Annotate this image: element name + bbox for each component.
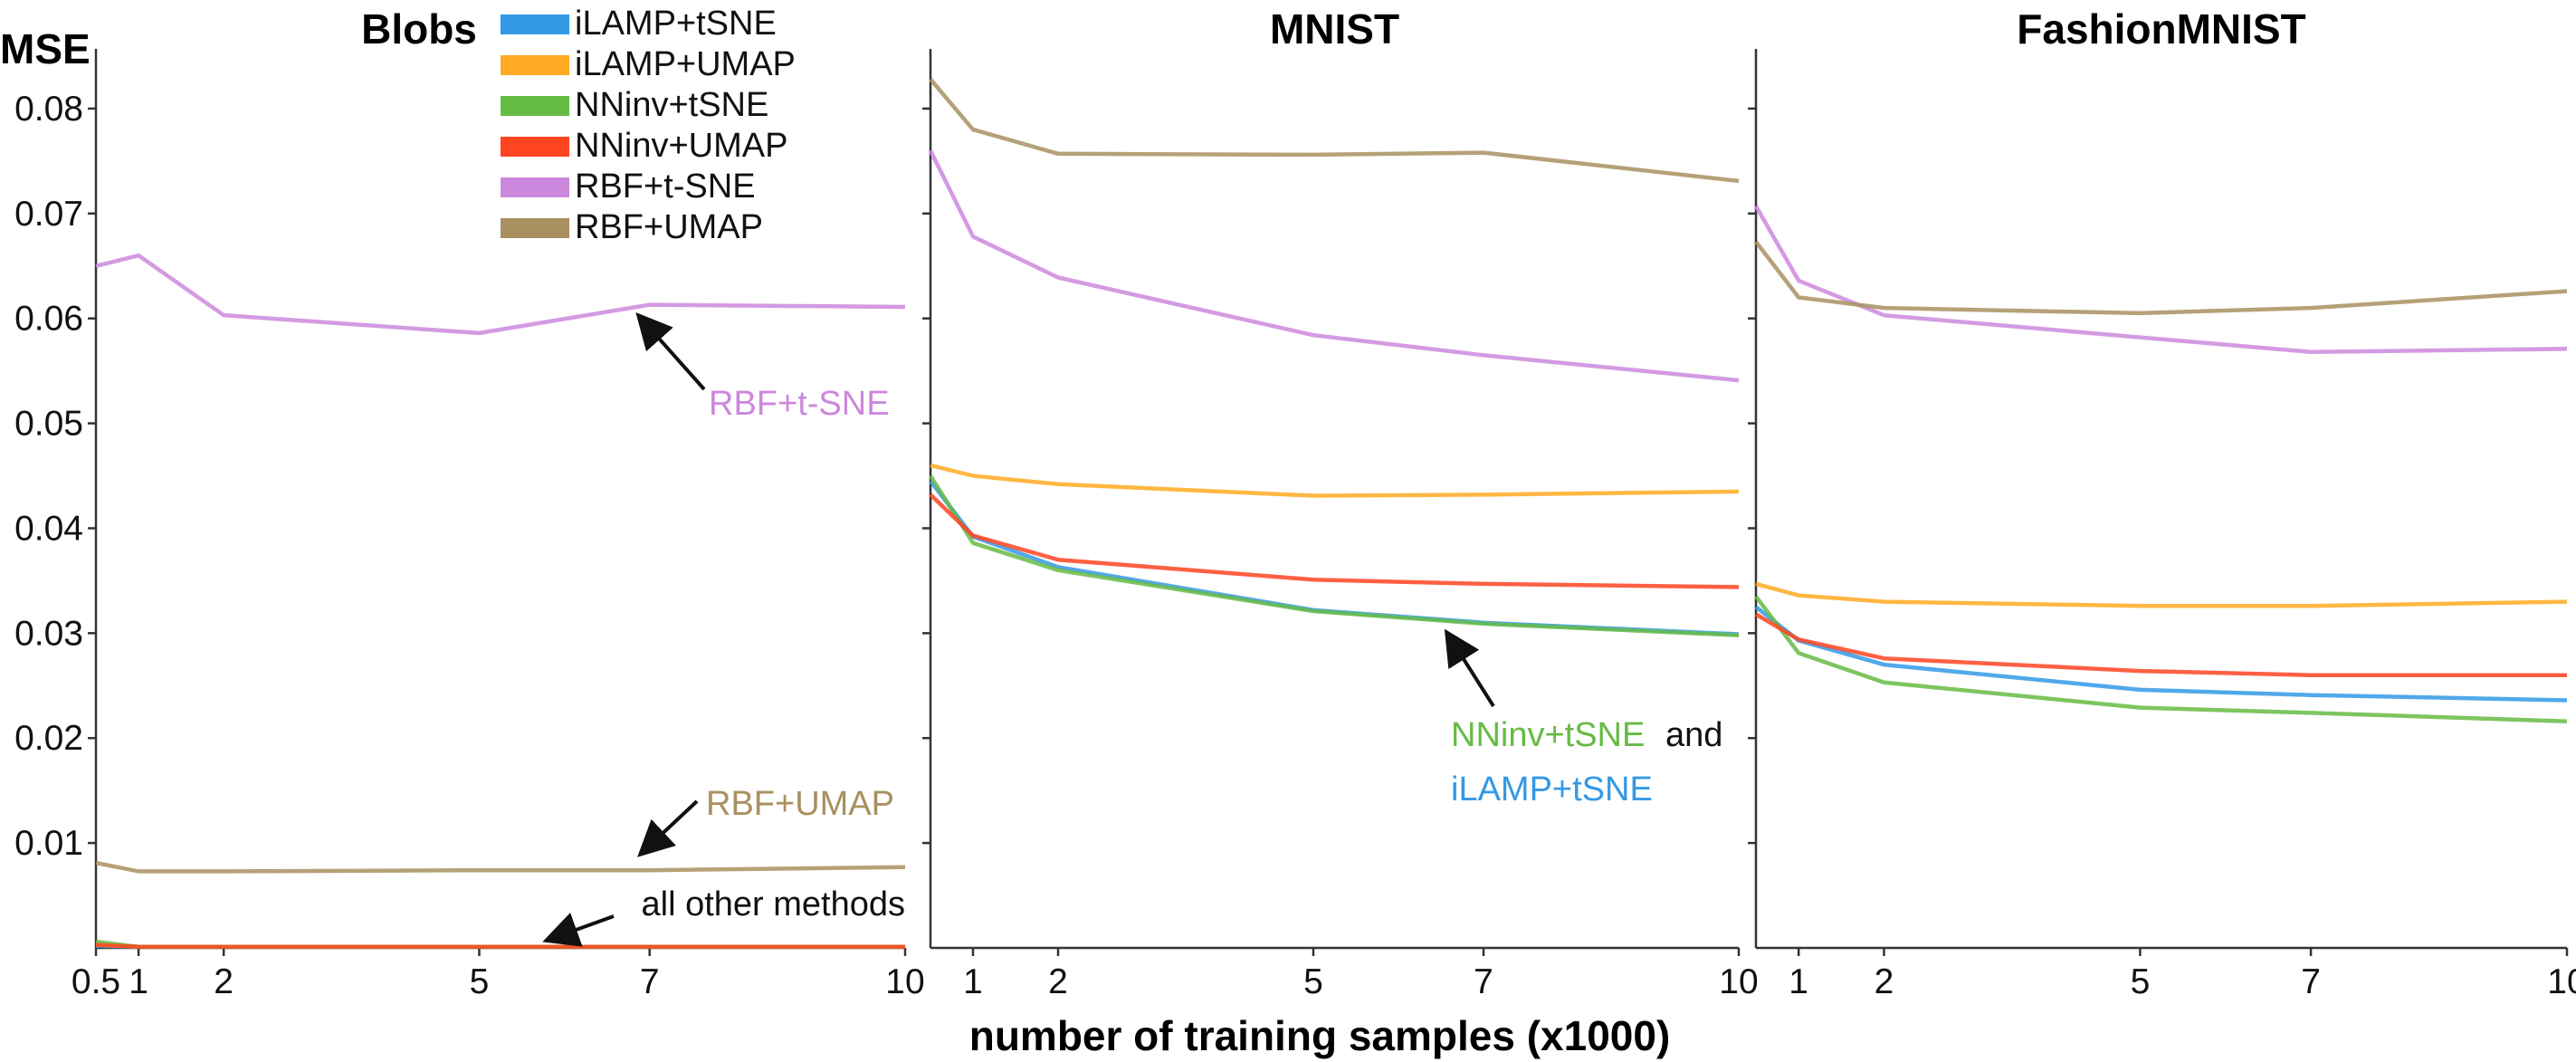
annotation-other-methods-label: all other methods (642, 885, 906, 923)
series-line-mnist-nninv-umap (929, 493, 1740, 589)
legend-label-rbf-umap: RBF+UMAP (575, 208, 763, 246)
x-tick-label-blobs: 0.5 (72, 962, 120, 1001)
legend-label-nninv-tsne: NNinv+tSNE (575, 86, 768, 124)
annotation-ilamp-label: iLAMP+tSNE (1451, 770, 1653, 808)
annotation-other-methods-arrow (542, 912, 615, 947)
x-tick-label-blobs: 7 (640, 962, 660, 1001)
legend-swatch-rbf-umap (501, 218, 569, 238)
x-tick-label-blobs: 5 (470, 962, 490, 1001)
panel-blobs: Blobs 0.01 0.02 0.03 0.04 0.05 0.06 0.07 0.08 0.5… (14, 5, 925, 1001)
series-line-mnist-nninv-tsne (929, 474, 1740, 637)
y-tick-label: 0.06 (14, 300, 83, 339)
x-axis-label: number of training samples (x1000) (969, 1012, 1671, 1059)
y-axis-label: MSE (0, 25, 91, 72)
legend-label-ilamp-tsne: iLAMP+tSNE (575, 5, 777, 43)
legend-swatch-nninv-tsne (501, 96, 569, 116)
series-line-fashionmnist-rbf-t-sne (1754, 205, 2568, 355)
x-tick-label-fashionmnist: 7 (2301, 962, 2321, 1001)
legend-swatch-ilamp-umap (501, 55, 569, 75)
annotation-rbf-tsne-arrow (635, 312, 706, 391)
y-tick-label: 0.04 (14, 509, 83, 548)
panel-title-blobs: Blobs (361, 5, 477, 53)
chart-panels: Blobs 0.01 0.02 0.03 0.04 0.05 0.06 0.07 0.08 0.5… (14, 5, 2576, 1001)
series-line-mnist-rbf-umap (929, 78, 1740, 184)
series-line-fashionmnist-nninv-tsne (1754, 595, 2568, 723)
series-line-mnist-ilamp-umap (930, 463, 1740, 498)
series-line-fashionmnist-ilamp-umap (1755, 581, 2568, 608)
y-tick-label: 0.03 (14, 614, 83, 653)
annotation-rbf-umap-label: RBF+UMAP (706, 785, 894, 823)
x-tick-label-mnist: 1 (963, 962, 983, 1001)
x-tick-label-fashionmnist: 1 (1789, 962, 1808, 1001)
annotation-rbf-tsne-label: RBF+t-SNE (709, 385, 890, 423)
x-tick-label-fashionmnist: 5 (2131, 962, 2151, 1001)
x-tick-label-fashionmnist: 10 (2547, 962, 2576, 1001)
annotation-rbf-umap-arrow (637, 799, 699, 857)
series-line-blobs-rbf-t-sne (95, 253, 906, 336)
y-tick-label: 0.07 (14, 195, 83, 234)
series-line-blobs-rbf-umap (95, 860, 906, 874)
legend-label-nninv-umap: NNinv+UMAP (575, 127, 787, 165)
annotation-nninv-arrow (1444, 628, 1495, 708)
y-tick-label: 0.01 (14, 824, 83, 863)
panel-title-mnist: MNIST (1270, 5, 1399, 53)
series-line-fashionmnist-ilamp-tsne (1754, 605, 2568, 703)
x-tick-label-mnist: 5 (1303, 962, 1323, 1001)
legend-label-ilamp-umap: iLAMP+UMAP (575, 45, 796, 83)
panel-fashionmnist: FashionMNIST 1 2 5 7 10 (1748, 5, 2576, 1001)
x-tick-label-blobs: 2 (214, 962, 234, 1001)
panel-mnist: MNIST 1 2 5 7 10 (922, 5, 1759, 1001)
series-line-fashionmnist-rbf-umap (1754, 240, 2568, 316)
panel-title-fashionmnist: FashionMNIST (2017, 5, 2305, 53)
y-tick-label: 0.05 (14, 405, 83, 444)
series-line-fashionmnist-nninv-umap (1754, 612, 2567, 677)
x-tick-label-mnist: 7 (1474, 962, 1493, 1001)
annotation-nninv-label: NNinv+tSNE (1451, 716, 1645, 754)
legend-swatch-rbf-t-sne (501, 177, 569, 197)
annotation-and-label: and (1665, 716, 1722, 754)
x-tick-label-blobs: 10 (885, 962, 924, 1001)
series-line-mnist-rbf-t-sne (928, 149, 1740, 383)
series-line-blobs-nninv-umap (95, 942, 905, 950)
x-tick-label-fashionmnist: 2 (1875, 962, 1894, 1001)
y-tick-label: 0.08 (14, 90, 83, 129)
x-tick-label-mnist: 2 (1048, 962, 1068, 1001)
x-tick-label-blobs: 1 (129, 962, 148, 1001)
legend-label-rbf-t-sne: RBF+t-SNE (575, 167, 756, 206)
legend: iLAMP+tSNEiLAMP+UMAPNNinv+tSNENNinv+UMAP… (501, 5, 796, 246)
legend-swatch-ilamp-tsne (501, 14, 569, 34)
legend-swatch-nninv-umap (501, 137, 569, 157)
y-tick-label: 0.02 (14, 719, 83, 758)
x-tick-label-mnist: 10 (1719, 962, 1758, 1001)
